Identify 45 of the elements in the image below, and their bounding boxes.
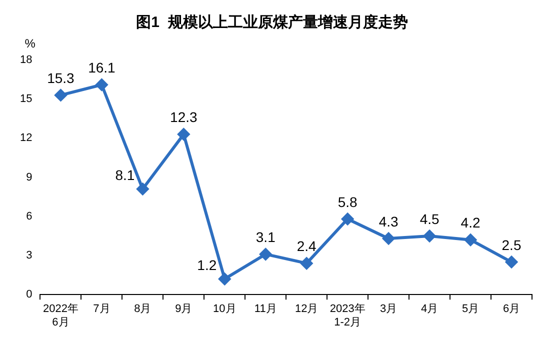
point <box>96 78 108 91</box>
chart-title: 图1 规模以上工业原煤产量增速月度走势 <box>136 13 408 32</box>
y-tick-label: 0 <box>26 288 32 301</box>
point <box>178 128 190 140</box>
x-tick-label: 5月 <box>462 303 480 316</box>
data-label: 16.1 <box>88 60 116 76</box>
x-tick-label: 4月 <box>420 303 438 316</box>
x-tick-label: 2022年 6月 <box>42 303 78 328</box>
point <box>300 257 313 270</box>
x-tick-label: 12月 <box>294 303 318 316</box>
data-label: 15.3 <box>47 70 75 86</box>
y-tick-label: 9 <box>26 171 32 184</box>
data-label: 1.2 <box>197 256 217 273</box>
data-label: 12.3 <box>170 109 198 126</box>
y-tick-label: 18 <box>20 54 32 66</box>
point <box>136 183 149 196</box>
y-tick-label: 3 <box>26 250 32 262</box>
data-label: 2.5 <box>502 236 522 253</box>
data-label: 2.4 <box>296 238 317 254</box>
y-tick-label: 12 <box>20 132 32 144</box>
point <box>54 89 67 102</box>
data-label: 4.5 <box>420 210 440 227</box>
y-axis-title: % <box>24 36 36 50</box>
x-tick-label: 10月 <box>213 303 236 316</box>
y-tick-label: 6 <box>26 210 32 222</box>
data-label: 4.3 <box>378 213 399 230</box>
y-tick-label: 15 <box>20 93 32 106</box>
point <box>342 213 354 226</box>
x-tick-label: 8月 <box>134 303 152 316</box>
point <box>464 234 477 246</box>
x-tick-label: 7月 <box>93 303 110 316</box>
data-label: 5.8 <box>338 194 358 210</box>
point <box>218 272 231 285</box>
point <box>260 248 272 260</box>
point <box>506 256 518 268</box>
data-label: 4.2 <box>460 214 480 231</box>
point <box>424 230 436 242</box>
x-tick-label: 9月 <box>175 303 192 316</box>
data-label: 3.1 <box>256 229 276 246</box>
x-tick-label: 3月 <box>380 303 398 316</box>
x-tick-label: 6月 <box>502 303 520 316</box>
x-tick-label: 2023年 1-2月 <box>330 303 366 328</box>
point <box>382 232 395 245</box>
data-label: 8.1 <box>115 166 135 183</box>
x-tick-label: 11月 <box>254 303 277 316</box>
